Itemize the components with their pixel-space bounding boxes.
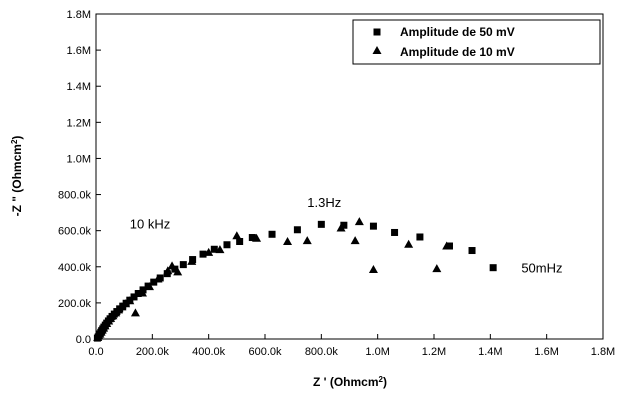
data-point-square (317, 220, 325, 228)
data-point-triangle (368, 264, 378, 273)
data-point-square (391, 228, 399, 236)
annotation-label: 50mHz (521, 261, 562, 276)
data-point-triangle (283, 237, 293, 245)
data-point-square (416, 233, 424, 241)
data-point-triangle (252, 233, 262, 242)
legend-marker-square (373, 28, 381, 36)
data-point-triangle (336, 223, 346, 232)
y-tick-label: 1.2M (67, 117, 91, 129)
y-axis-title: -Z " (Ohmcm2) (10, 136, 25, 217)
x-tick-label: 800.0k (305, 346, 339, 358)
annotation-label: 1.3Hz (307, 195, 341, 210)
data-point-triangle (130, 308, 140, 317)
legend-label-10mv: Amplitude de 10 mV (400, 45, 515, 59)
data-point-square (468, 247, 476, 255)
x-axis-title: Z ' (Ohmcm2) (313, 375, 387, 390)
data-point-square (445, 242, 453, 250)
data-point-square (248, 234, 256, 242)
data-point-square (210, 245, 218, 253)
data-point-triangle (125, 296, 135, 305)
data-point-triangle (215, 245, 225, 254)
data-point-triangle (137, 288, 147, 297)
data-point-square (236, 238, 244, 245)
y-tick-label: 1.0M (67, 153, 91, 165)
data-point-square (268, 230, 276, 238)
x-tick-label: 0.0 (88, 346, 103, 358)
y-tick-label: 200.0k (58, 298, 92, 310)
data-point-square (223, 241, 231, 249)
y-axis-ticks: 0.0 200.0k 400.0k 600.0k 800.0k 1.0M 1.2M 1.4M 1… (58, 9, 101, 346)
data-point-triangle (442, 241, 452, 250)
y-tick-label: 600.0k (58, 226, 92, 238)
data-point-triangle (354, 217, 364, 226)
y-tick-label: 1.4M (67, 81, 91, 93)
x-tick-label: 1.4M (478, 346, 502, 358)
data-point-triangle (432, 264, 442, 273)
data-point-square (199, 250, 207, 258)
x-tick-label: 600.0k (248, 346, 282, 358)
annotations: 10 kHz 1.3Hz 50mHz (130, 195, 563, 276)
data-point-square (156, 274, 164, 282)
x-tick-label: 1.8M (591, 346, 615, 358)
data-point-triangle (404, 239, 414, 248)
x-tick-label: 400.0k (192, 346, 226, 358)
data-point-square (340, 221, 348, 229)
y-tick-label: 1.6M (67, 45, 91, 57)
x-tick-label: 1.2M (422, 346, 446, 358)
data-point-triangle (145, 282, 155, 291)
x-tick-label: 1.6M (534, 346, 558, 358)
data-point-triangle (163, 266, 173, 275)
annotation-label: 10 kHz (130, 216, 170, 231)
data-point-triangle (153, 274, 163, 283)
data-point-triangle (204, 247, 214, 256)
data-point-square (179, 261, 187, 269)
data-point-square (489, 264, 497, 272)
x-tick-label: 1.0M (365, 346, 389, 358)
y-tick-label: 0.0 (76, 334, 91, 346)
data-point-square (369, 222, 377, 230)
x-tick-label: 200.0k (136, 346, 170, 358)
y-tick-label: 800.0k (58, 190, 92, 202)
y-tick-label: 400.0k (58, 262, 92, 274)
plot-frame (95, 13, 604, 340)
legend: Amplitude de 50 mV Amplitude de 10 mV (352, 19, 601, 65)
data-point-triangle (121, 299, 131, 308)
data-point-square (130, 293, 138, 301)
legend-label-50mv: Amplitude de 50 mV (400, 25, 515, 39)
series-10mv-points (93, 217, 452, 342)
data-point-triangle (167, 261, 177, 270)
data-point-square (293, 226, 301, 234)
y-tick-label: 1.8M (67, 9, 91, 21)
data-point-triangle (302, 236, 312, 245)
data-point-triangle (232, 231, 242, 240)
data-point-triangle (187, 256, 197, 265)
legend-marker-triangle (372, 46, 382, 54)
data-point-square (134, 290, 142, 297)
data-point-triangle (350, 236, 360, 245)
x-axis-ticks: 0.0 200.0k 400.0k 600.0k 800.0k 1.0M 1.2M 1.4M 1… (88, 334, 615, 358)
data-point-triangle (173, 267, 183, 276)
legend-box (352, 19, 601, 65)
